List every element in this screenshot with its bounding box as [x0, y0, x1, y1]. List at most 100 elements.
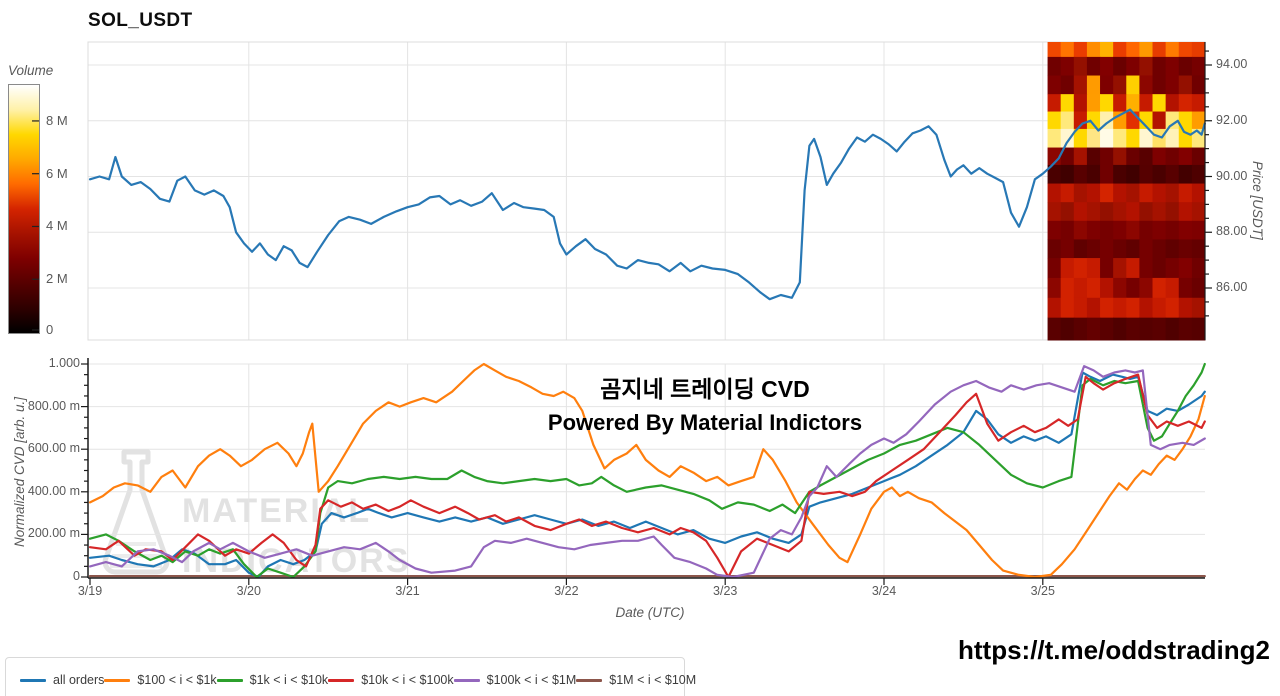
heatmap-cell — [1165, 164, 1180, 185]
heatmap-cell — [1060, 183, 1075, 203]
heatmap-cell — [1139, 94, 1154, 113]
heatmap-cell — [1086, 75, 1101, 95]
heatmap-cell — [1073, 277, 1088, 299]
heatmap-cell — [1060, 202, 1075, 222]
heatmap-cell — [1191, 56, 1206, 77]
heatmap-cell — [1086, 56, 1101, 77]
heatmap-cell — [1126, 297, 1140, 319]
heatmap-cell — [1060, 297, 1075, 319]
heatmap-cell — [1139, 220, 1154, 240]
heatmap-cell — [1139, 147, 1154, 166]
legend-label: $100k < i < $1M — [486, 673, 577, 687]
heatmap-cell — [1178, 220, 1193, 240]
heatmap-cell — [1047, 202, 1062, 222]
heatmap-cell — [1152, 56, 1167, 77]
heatmap-cell — [1060, 317, 1075, 341]
cvd-axis-title: Normalized CVD [arb. u.] — [12, 396, 27, 548]
heatmap-cell — [1152, 183, 1167, 203]
heatmap-cell — [1086, 239, 1101, 259]
legend-swatch-icon — [104, 678, 131, 682]
heatmap-cell — [1086, 183, 1101, 203]
chart-overlay-text: 곰지네 트레이딩 CVD Powered By Material Indicto… — [400, 370, 1010, 436]
heatmap-cell — [1086, 128, 1101, 149]
heatmap-cell — [1113, 94, 1127, 113]
heatmap-cell — [1178, 147, 1193, 166]
heatmap-cell — [1060, 164, 1075, 185]
heatmap-cell — [1165, 183, 1180, 203]
heatmap-cell — [1139, 258, 1154, 279]
heatmap-cell — [1126, 164, 1140, 185]
heatmap-cell — [1086, 111, 1101, 130]
heatmap-cell — [1165, 258, 1180, 279]
heatmap-cell — [1191, 183, 1206, 203]
legend-label: $1M < i < $10M — [609, 673, 697, 687]
heatmap-cell — [1152, 128, 1167, 149]
heatmap-cell — [1113, 164, 1127, 185]
heatmap-cell — [1086, 258, 1101, 279]
legend-label: $10k < i < $100k — [361, 673, 454, 687]
heatmap-cell — [1165, 56, 1180, 77]
heatmap-cell — [1165, 297, 1180, 319]
heatmap-cell — [1178, 75, 1193, 95]
heatmap-cell — [1073, 147, 1088, 166]
heatmap-cell — [1073, 56, 1088, 77]
heatmap-cell — [1165, 111, 1180, 130]
heatmap-cell — [1126, 317, 1140, 341]
cvd-line-4 — [88, 365, 1206, 579]
watermark-line1: MATERIAL — [182, 492, 372, 530]
heatmap-cell — [1165, 94, 1180, 113]
heatmap-cell — [1047, 183, 1062, 203]
heatmap-cell — [1073, 94, 1088, 113]
legend-item-5: $1M < i < $10M — [576, 673, 696, 687]
heatmap-cell — [1113, 128, 1127, 149]
heatmap-cell — [1165, 317, 1180, 341]
heatmap-cell — [1100, 317, 1114, 341]
heatmap-cell — [1139, 56, 1154, 77]
heatmap-cell — [1126, 183, 1140, 203]
heatmap-cell — [1060, 75, 1075, 95]
heatmap-cell — [1060, 220, 1075, 240]
volume-colorbar — [8, 84, 40, 334]
heatmap-cell — [1152, 164, 1167, 185]
heatmap-cell — [1178, 202, 1193, 222]
legend-swatch-icon — [216, 678, 243, 682]
heatmap-cell — [1152, 220, 1167, 240]
heatmap-cell — [1100, 183, 1114, 203]
heatmap-cell — [1047, 56, 1062, 77]
heatmap-cell — [1100, 258, 1114, 279]
heatmap-cell — [1152, 111, 1167, 130]
heatmap-cell — [1113, 147, 1127, 166]
heatmap-cell — [1073, 111, 1088, 130]
legend-item-1: $100 < i < $1k — [104, 673, 217, 687]
heatmap-cell — [1113, 317, 1127, 341]
heatmap-cell — [1126, 239, 1140, 259]
heatmap-cell — [1073, 183, 1088, 203]
heatmap-cell — [1086, 317, 1101, 341]
heatmap-cell — [1139, 75, 1154, 95]
heatmap-cell — [1113, 297, 1127, 319]
heatmap-cell — [1100, 94, 1114, 113]
heatmap-cell — [1139, 183, 1154, 203]
heatmap-cell — [1139, 164, 1154, 185]
heatmap-cell — [1113, 239, 1127, 259]
heatmap-cell — [1126, 94, 1140, 113]
heatmap-cell — [1060, 111, 1075, 130]
heatmap-cell — [1139, 128, 1154, 149]
heatmap-cell — [1152, 42, 1167, 58]
heatmap-cell — [1126, 220, 1140, 240]
overlay-powered-by: Powered By Material Indictors — [547, 410, 863, 435]
heatmap-cell — [1165, 128, 1180, 149]
heatmap-cell — [1152, 75, 1167, 95]
heatmap-cell — [1047, 239, 1062, 259]
heatmap-cell — [1086, 164, 1101, 185]
heatmap-cell — [1152, 258, 1167, 279]
legend-label: $100 < i < $1k — [137, 673, 217, 687]
price-axis-title: Price [USDT] — [1250, 160, 1265, 240]
heatmap-cell — [1100, 56, 1114, 77]
heatmap-cell — [1178, 258, 1193, 279]
colorbar-title: Volume — [8, 63, 54, 78]
heatmap-cell — [1047, 147, 1062, 166]
heatmap-cell — [1139, 239, 1154, 259]
heatmap-cell — [1100, 220, 1114, 240]
